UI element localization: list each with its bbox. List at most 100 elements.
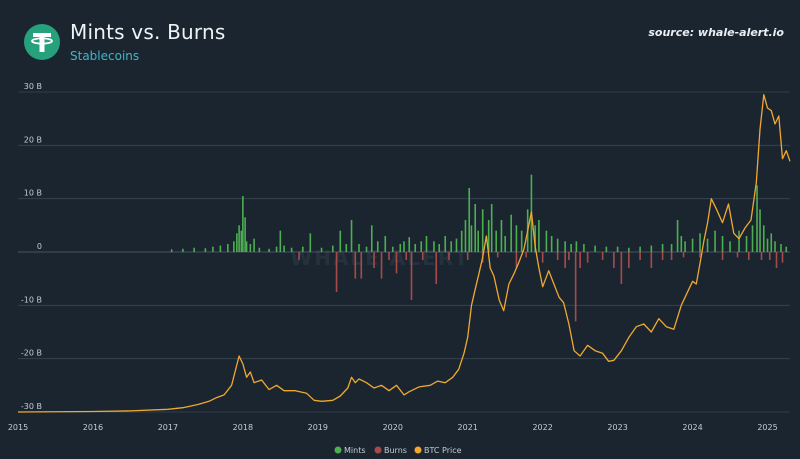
burn-bar <box>515 252 518 268</box>
burn-bar <box>747 252 750 260</box>
burn-bar <box>775 252 778 268</box>
legend-item-label: Mints <box>344 446 366 455</box>
mint-bar <box>399 244 402 252</box>
mint-bar <box>564 241 566 252</box>
burn-bar <box>670 252 673 260</box>
y-tick-label: 0 <box>37 242 42 251</box>
mint-bar <box>556 238 559 252</box>
watermark: WHALE ALERT <box>290 246 470 270</box>
mint-bar <box>504 236 506 252</box>
x-tick-label: 2021 <box>458 423 478 432</box>
burn-bar <box>682 252 685 258</box>
burn-bar <box>620 252 623 284</box>
burn-bar <box>564 252 566 268</box>
page-title: Mints vs. Burns <box>70 20 226 44</box>
mint-bar <box>227 244 229 252</box>
mint-bar <box>738 230 740 252</box>
mint-bar <box>594 245 596 252</box>
mint-bar <box>425 236 428 252</box>
mint-bar <box>450 241 453 252</box>
mint-bar <box>616 246 619 252</box>
x-tick-label: 2022 <box>532 423 552 432</box>
mint-bar <box>670 244 673 252</box>
x-tick-label: 2019 <box>308 423 328 432</box>
x-tick-label: 2024 <box>682 423 702 432</box>
bars <box>170 174 788 322</box>
burn-bar <box>395 252 398 274</box>
mint-bar <box>302 246 304 252</box>
mint-bar <box>249 244 252 252</box>
burn-bar <box>541 252 544 263</box>
mint-bar <box>193 247 195 252</box>
legend-marker <box>334 446 342 454</box>
mint-bar <box>240 230 243 252</box>
burn-bar <box>781 252 784 263</box>
mint-bar <box>460 230 463 252</box>
burn-bar <box>298 252 300 260</box>
mint-bar <box>650 245 653 252</box>
mint-bar <box>403 241 405 252</box>
mint-bar <box>258 247 261 252</box>
legend-marker <box>374 446 382 454</box>
burn-bar <box>613 252 615 268</box>
mint-bar <box>238 225 240 252</box>
mint-bar <box>244 217 246 252</box>
mint-bar <box>550 236 553 252</box>
mint-bar <box>275 246 278 252</box>
mint-bar <box>785 246 788 252</box>
legend-item-label: BTC Price <box>424 446 462 455</box>
mint-bar <box>384 236 387 252</box>
burn-bar <box>421 252 424 260</box>
burn-bar <box>556 252 559 260</box>
btc-price-line <box>17 94 791 413</box>
mint-bar <box>759 209 761 252</box>
x-tick-label: 2025 <box>757 423 777 432</box>
mint-bar <box>500 220 503 252</box>
mint-bar <box>510 214 512 252</box>
mint-bar <box>433 241 435 252</box>
burn-bar <box>525 252 527 258</box>
burn-bar <box>721 252 724 260</box>
y-tick-label: -30 B <box>21 402 42 411</box>
burn-bar <box>650 252 653 268</box>
y-tick-label: -10 B <box>21 295 42 304</box>
page-subtitle: Stablecoins <box>70 49 140 63</box>
mint-bar <box>545 230 548 252</box>
mint-bar <box>756 185 758 252</box>
burn-bar <box>380 252 383 279</box>
mint-bar <box>414 244 417 252</box>
y-tick-label: 30 B <box>24 82 42 91</box>
mint-bar <box>676 220 679 252</box>
mint-bar <box>745 236 748 252</box>
mint-bar <box>345 244 348 252</box>
mint-bar <box>575 241 578 252</box>
mint-bar <box>766 238 769 252</box>
mint-bar <box>490 204 493 252</box>
tether-logo-icon <box>24 24 60 60</box>
burn-bar <box>435 252 438 284</box>
legend-item-label: Burns <box>384 446 407 455</box>
burn-bar <box>768 252 771 260</box>
mint-bar <box>408 237 411 252</box>
mint-bar <box>534 225 536 252</box>
mint-bar <box>309 233 312 252</box>
mint-bar <box>474 204 477 252</box>
burn-bar <box>601 252 604 260</box>
burn-bar <box>760 252 763 260</box>
y-axis: 30 B 20 B 10 B 0 -10 B -20 B -30 B <box>21 82 42 411</box>
mint-bar <box>350 220 353 252</box>
burn-bar <box>335 252 338 292</box>
mint-bar <box>639 246 641 252</box>
btc-price-path <box>17 94 791 413</box>
mint-bar <box>233 241 235 252</box>
mint-bar <box>487 220 490 252</box>
y-tick-label: -20 B <box>21 349 42 358</box>
mint-bar <box>455 238 458 252</box>
mint-bar <box>268 248 270 252</box>
mint-bar <box>762 225 765 252</box>
mint-bar <box>721 236 724 252</box>
mint-bar <box>170 249 173 252</box>
mint-bar <box>570 244 572 252</box>
mint-bar <box>583 244 585 252</box>
